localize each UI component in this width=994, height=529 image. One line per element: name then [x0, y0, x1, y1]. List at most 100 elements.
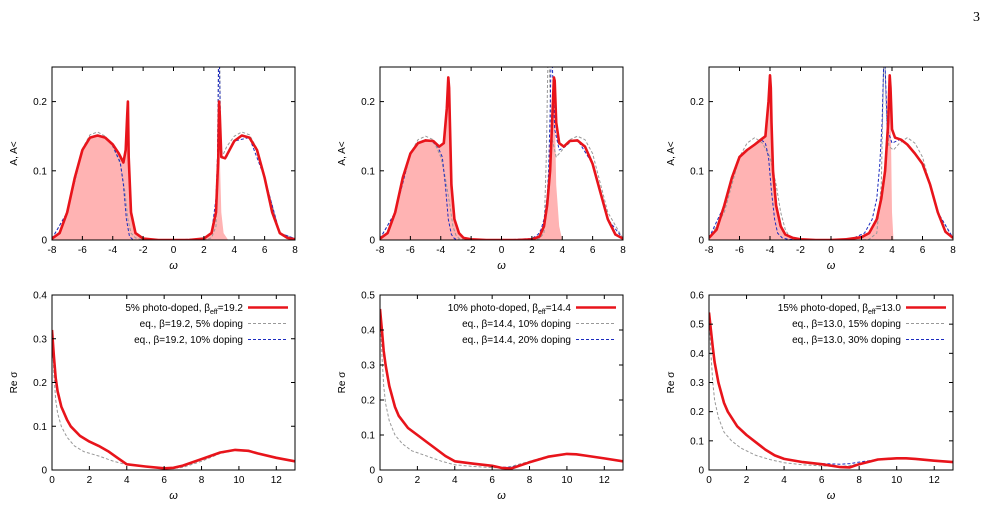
x-tick-label: 2 [529, 245, 535, 256]
y-tick-label: 0.1 [690, 166, 704, 177]
x-tick-label: 8 [950, 245, 956, 256]
series-line-red-filled [52, 100, 295, 240]
legend-label: 15% photo-doped, βeff=13.0 [778, 303, 902, 316]
chart-panel-s3: 0 2 4 6 8 10 12 0 0.1 0.2 0.3 0.4 0.5 0.6 ω Re σ 15% pho… [666, 291, 954, 502]
chart-panel-a3: -8 -6 -4 -2 0 2 4 6 8 0 0.1 0.2 ω A, A< [666, 66, 956, 272]
y-tick-label: 0.1 [33, 422, 47, 433]
y-tick-label: 0 [369, 466, 375, 477]
x-tick-label: 2 [87, 475, 93, 486]
x-tick-label: 8 [856, 475, 862, 486]
y-tick-label: 0.2 [690, 97, 704, 108]
y-tick-label: 0.2 [361, 396, 375, 407]
x-tick-label: 0 [706, 475, 712, 486]
x-tick-label: 6 [920, 245, 926, 256]
x-tick-label: 12 [271, 475, 283, 486]
x-tick-label: -2 [139, 245, 148, 256]
series-fill [52, 101, 229, 240]
x-tick-label: 2 [201, 245, 207, 256]
y-tick-label: 0.1 [33, 166, 47, 177]
series-line-red-solid [380, 308, 623, 470]
x-tick-label: 4 [452, 475, 458, 486]
y-tick-label: 0 [698, 236, 704, 247]
series-line-red-solid [52, 329, 295, 470]
legend-label: eq., β=14.4, 20% doping [462, 335, 571, 346]
page-number: 3 [973, 10, 980, 25]
x-tick-label: -6 [78, 245, 87, 256]
y-axis-label: Re σ [9, 371, 20, 394]
chart-panel-s1: 0 2 4 6 8 10 12 0 0.1 0.2 0.3 0.4 ω Re σ 5% photo-dope… [9, 291, 296, 502]
legend-label: 10% photo-doped, βeff=14.4 [448, 303, 572, 316]
x-axis-label: ω [169, 260, 178, 272]
y-tick-label: 0.5 [361, 291, 375, 302]
x-tick-label: 0 [171, 245, 177, 256]
x-tick-label: 8 [527, 475, 533, 486]
x-axis-label: ω [497, 260, 506, 272]
x-tick-label: 6 [819, 475, 825, 486]
series-line-gray-dashed [709, 312, 953, 467]
x-tick-label: 6 [161, 475, 167, 486]
x-tick-label: 8 [620, 245, 626, 256]
y-tick-label: 0.2 [33, 97, 47, 108]
series-line-gray-dashed [709, 67, 953, 240]
x-tick-label: -8 [48, 245, 57, 256]
x-tick-label: -4 [766, 245, 775, 256]
x-axis-label: ω [497, 490, 506, 502]
y-tick-label: 0.1 [361, 431, 375, 442]
x-tick-label: 8 [199, 475, 205, 486]
x-tick-label: -8 [705, 245, 714, 256]
y-tick-label: 0 [698, 466, 704, 477]
x-tick-label: 12 [929, 475, 941, 486]
y-tick-label: 0.5 [690, 320, 704, 331]
y-tick-label: 0.3 [361, 361, 375, 372]
y-tick-label: 0.2 [361, 97, 375, 108]
x-tick-label: -4 [436, 245, 445, 256]
chart-panel-a1: -8 -6 -4 -2 0 2 4 6 8 0 0.1 0.2 ω A, A< [9, 66, 298, 272]
x-axis-label: ω [169, 490, 178, 502]
series-line-gray-dashed [380, 67, 623, 240]
series-line-gray-dashed [380, 308, 623, 469]
x-tick-label: 0 [49, 475, 55, 486]
caption-remnant [108, 510, 968, 524]
x-tick-label: 2 [859, 245, 865, 256]
x-tick-label: 10 [233, 475, 245, 486]
x-axis-label: ω [827, 490, 836, 502]
y-axis-label: A, A< [9, 141, 20, 165]
x-tick-label: 0 [828, 245, 834, 256]
x-tick-label: 10 [561, 475, 573, 486]
series-line-blue-dashed [52, 329, 295, 469]
x-tick-label: -6 [406, 245, 415, 256]
x-tick-label: 0 [377, 475, 383, 486]
y-tick-label: 0.1 [361, 166, 375, 177]
series-line-red-solid [709, 312, 953, 469]
y-tick-label: 0.2 [690, 407, 704, 418]
series-line-red-filled [709, 74, 953, 240]
y-axis-label: A, A< [337, 141, 348, 165]
x-tick-label: 4 [124, 475, 130, 486]
x-tick-label: -4 [108, 245, 117, 256]
x-tick-label: 6 [590, 245, 596, 256]
y-tick-label: 0.2 [33, 378, 47, 389]
x-tick-label: -2 [796, 245, 805, 256]
x-tick-label: 6 [262, 245, 268, 256]
series-line-gray-dashed [52, 67, 295, 240]
y-tick-label: 0.4 [33, 291, 47, 302]
y-axis-label: Re σ [337, 371, 348, 394]
legend-label: eq., β=13.0, 15% doping [792, 319, 901, 330]
x-tick-label: -8 [376, 245, 385, 256]
x-tick-label: 4 [231, 245, 237, 256]
x-tick-label: 2 [744, 475, 750, 486]
x-tick-label: 4 [559, 245, 565, 256]
chart-panel-a2: -8 -6 -4 -2 0 2 4 6 8 0 0.1 0.2 ω A, A< [337, 66, 626, 272]
chart-panel-s2: 0 2 4 6 8 10 12 0 0.1 0.2 0.3 0.4 0.5 ω Re σ 10% photo-… [337, 291, 624, 502]
x-tick-label: -6 [735, 245, 744, 256]
y-tick-label: 0.3 [33, 334, 47, 345]
x-tick-label: 0 [499, 245, 505, 256]
series-line-gray-dashed [52, 329, 295, 469]
x-tick-label: 10 [891, 475, 903, 486]
series-fill [709, 75, 894, 240]
y-tick-label: 0.3 [690, 378, 704, 389]
x-tick-label: 4 [889, 245, 895, 256]
x-tick-label: 4 [781, 475, 787, 486]
y-tick-label: 0 [369, 236, 375, 247]
